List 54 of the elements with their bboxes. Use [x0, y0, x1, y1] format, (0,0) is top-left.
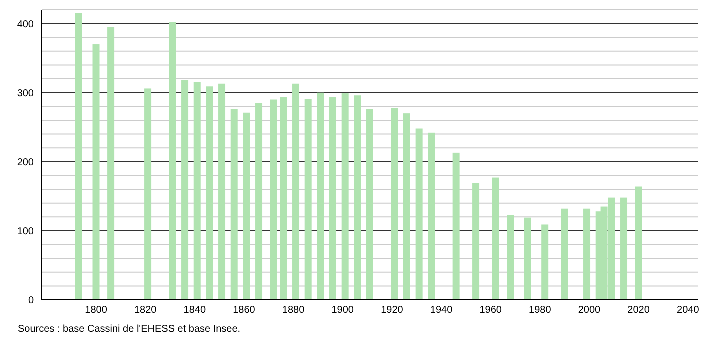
- bar: [472, 183, 480, 300]
- bar: [194, 82, 201, 300]
- bar: [92, 44, 100, 300]
- bar: [206, 86, 214, 300]
- y-tick-label: 400: [17, 19, 34, 30]
- bar: [584, 208, 591, 300]
- y-tick-label: 0: [28, 296, 34, 306]
- bar: [524, 218, 532, 300]
- x-tick-label: 2040: [677, 305, 700, 316]
- x-tick-label: 1820: [134, 305, 158, 316]
- bar: [256, 103, 263, 300]
- bar: [428, 132, 436, 300]
- x-tick-label: 1800: [85, 305, 108, 316]
- x-tick-label: 1900: [332, 305, 354, 316]
- bar: [144, 88, 152, 300]
- x-tick-label: 1960: [480, 305, 502, 316]
- bar: [366, 109, 374, 300]
- bar: [218, 84, 226, 300]
- bar: [354, 96, 362, 300]
- bar: [416, 128, 423, 300]
- x-tick-label: 2020: [628, 305, 650, 316]
- bar: [317, 92, 324, 300]
- bar: [304, 99, 312, 300]
- bar: [452, 152, 460, 300]
- bar: [292, 84, 300, 300]
- bar: [243, 112, 250, 300]
- bar: [75, 13, 82, 300]
- bar: [620, 198, 628, 300]
- bar: [561, 208, 568, 300]
- bar: [182, 80, 189, 300]
- x-tick-label: 1840: [184, 305, 206, 316]
- x-tick-label: 2000: [578, 305, 602, 316]
- bar: [108, 27, 115, 300]
- x-tick-label: 1920: [381, 305, 404, 316]
- x-tick-label: 1860: [233, 305, 256, 316]
- bar: [280, 97, 288, 300]
- bar: [507, 215, 514, 300]
- bar: [492, 178, 500, 300]
- bar: [635, 186, 642, 300]
- bar: [270, 100, 278, 300]
- y-tick-label: 100: [17, 226, 34, 238]
- bar: [342, 94, 349, 300]
- x-tick-label: 1940: [430, 305, 454, 316]
- bar: [403, 114, 410, 300]
- y-tick-label: 300: [17, 88, 34, 100]
- bar: [330, 97, 337, 300]
- bar: [391, 108, 398, 300]
- bar: [542, 224, 549, 300]
- y-tick-label: 200: [17, 157, 34, 168]
- x-tick-label: 1980: [529, 305, 552, 316]
- bar: [230, 109, 238, 300]
- bar: [169, 22, 176, 300]
- source-note: Sources : base Cassini de l'EHESS et base Insee.: [18, 324, 241, 335]
- x-tick-label: 1880: [282, 305, 306, 316]
